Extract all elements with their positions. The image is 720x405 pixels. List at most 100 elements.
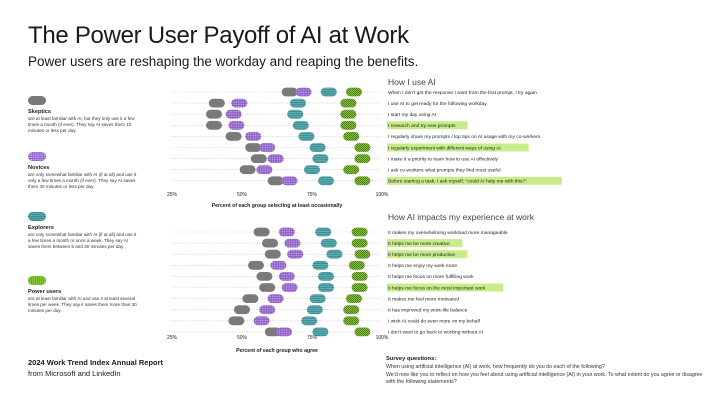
marker-skeptics [253, 227, 270, 237]
legend-desc: are only somewhat familiar with AI (if a… [28, 172, 137, 189]
marker-explorers [326, 249, 343, 259]
marker-explorers [309, 143, 326, 152]
row-label: I ask co-workers what prompts they find … [388, 168, 501, 174]
impact-heading: How AI impacts my experience at work [388, 212, 534, 222]
marker-skeptics [259, 283, 276, 292]
label-highlight [387, 176, 562, 185]
page-subtitle: Power users are reshaping the workday an… [28, 54, 419, 69]
marker-power-users [346, 294, 362, 303]
marker-explorers [318, 283, 334, 292]
row-label: It helps me be more productive [388, 252, 455, 258]
legend-desc: are at least familiar with AI and use it… [28, 296, 137, 313]
label-highlight [387, 239, 463, 248]
legend-name: Novices [28, 165, 50, 171]
marker-novices [270, 260, 287, 270]
marker-skeptics [225, 132, 242, 141]
x-tick-label: 25% [167, 335, 178, 341]
marker-power-users [351, 283, 368, 292]
marker-skeptics [208, 98, 225, 108]
marker-novices [295, 87, 312, 97]
marker-power-users [340, 120, 357, 130]
marker-novices [253, 316, 270, 326]
marker-explorers [298, 132, 315, 141]
marker-explorers [312, 154, 329, 163]
marker-power-users [354, 176, 371, 186]
marker-power-users [354, 327, 371, 337]
marker-explorers [287, 109, 304, 119]
row-label: It helps me enjoy my work more [388, 263, 457, 269]
marker-explorers [318, 176, 334, 186]
row-label: It makes me feel more motivated [388, 296, 459, 302]
marker-skeptics [206, 109, 222, 119]
marker-explorers [312, 327, 329, 337]
marker-novices [228, 120, 245, 130]
legend-novices: Novices are only somewhat familiar with … [28, 152, 138, 190]
legend-skeptics: Skeptics are at least familiar with AI, … [28, 96, 138, 134]
marker-power-users [354, 249, 371, 259]
marker-power-users [340, 98, 357, 108]
marker-novices [267, 294, 284, 303]
marker-power-users [346, 87, 362, 97]
marker-skeptics [239, 165, 256, 175]
marker-power-users [343, 165, 360, 175]
marker-explorers [301, 316, 318, 326]
row-label: I start my day using AI [388, 112, 436, 118]
legend-explorers: Explorers are only somewhat familiar wit… [28, 212, 138, 250]
legend-name: Skeptics [28, 109, 52, 115]
legend-desc: are at least familiar with AI, but they … [28, 116, 135, 133]
x-tick-label: 25% [167, 192, 178, 198]
marker-novices [278, 227, 295, 237]
marker-novices [231, 98, 248, 108]
marker-explorers [304, 165, 320, 175]
marker-novices [287, 249, 304, 259]
x-tick-label: 75% [307, 192, 318, 198]
survey-question-1: When using artificial intelligence (AI) … [386, 364, 605, 370]
marker-skeptics [256, 272, 273, 281]
marker-novices [281, 283, 298, 292]
row-label: It helps me focus on the most important … [388, 285, 486, 291]
marker-skeptics [250, 154, 267, 163]
marker-novices [281, 176, 298, 186]
legend-name: Power users [28, 289, 62, 295]
marker-explorers [315, 227, 332, 237]
marker-skeptics [267, 176, 284, 186]
marker-skeptics [248, 260, 264, 270]
marker-explorers [320, 87, 337, 97]
legend-swatch-explorers [28, 212, 46, 221]
marker-novices [267, 154, 284, 163]
marker-novices [225, 109, 242, 119]
usage-heading: How I use AI [388, 77, 436, 87]
legend-swatch-skeptics [28, 96, 46, 105]
marker-skeptics [262, 238, 278, 248]
row-label: I don't want to go back to working witho… [388, 330, 483, 336]
marker-skeptics [234, 305, 250, 315]
marker-power-users [343, 132, 360, 141]
row-label: I wish AI could do even more on my behal… [388, 319, 481, 325]
row-label: I use AI to get ready for the following … [388, 101, 487, 107]
marker-skeptics [242, 294, 259, 303]
row-label: I regularly experiment with different wa… [388, 145, 501, 151]
marker-explorers [306, 305, 323, 315]
marker-explorers [312, 260, 329, 270]
report-source: from Microsoft and LinkedIn [28, 369, 121, 378]
marker-novices [284, 238, 301, 248]
marker-power-users [351, 238, 368, 248]
label-highlight [387, 121, 468, 130]
x-tick-label: 100% [376, 335, 389, 341]
marker-power-users [354, 154, 371, 163]
marker-explorers [318, 272, 334, 281]
label-highlight [387, 250, 468, 259]
legend-name: Explorers [28, 225, 54, 231]
x-axis-label: Percent of each group who agree [236, 348, 318, 354]
label-highlight [387, 143, 529, 152]
legend-swatch-power-users [28, 276, 46, 285]
row-label: When I don't get the response I want fro… [388, 90, 537, 96]
marker-novices [276, 327, 292, 337]
row-label: It helps me be more creative [388, 241, 450, 247]
x-tick-label: 50% [237, 192, 248, 198]
survey-heading: Survey questions: [386, 356, 437, 362]
marker-explorers [309, 294, 326, 303]
page-title: The Power User Payoff of AI at Work [28, 22, 409, 49]
marker-power-users [343, 305, 360, 315]
